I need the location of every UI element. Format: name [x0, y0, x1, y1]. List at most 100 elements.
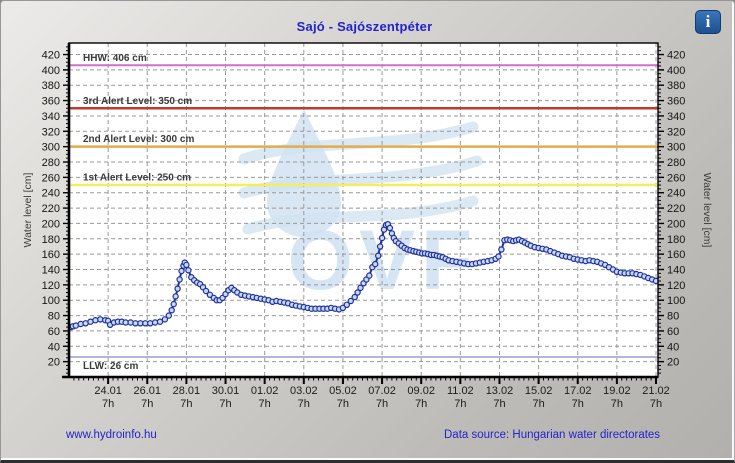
- reference-line-label: 3rd Alert Level: 350 cm: [83, 96, 192, 107]
- wave-icon: [238, 155, 483, 199]
- series-point: [172, 293, 179, 300]
- x-tick-sublabel: 7h: [572, 398, 584, 410]
- x-tick-sublabel: 7h: [141, 398, 153, 410]
- series-point: [185, 267, 192, 274]
- x-tick-label: 26.01: [134, 385, 162, 397]
- series-point: [386, 224, 394, 232]
- series-point: [176, 276, 183, 283]
- series-point: [498, 246, 505, 253]
- x-tick-sublabel: 7h: [298, 398, 310, 410]
- y-tick-label-right: 160: [667, 249, 685, 261]
- x-tick-sublabel: 7h: [219, 398, 231, 410]
- y-tick-label-left: 420: [42, 50, 60, 62]
- y-tick-label-left: 320: [42, 126, 60, 138]
- reference-line-label: 2nd Alert Level: 300 cm: [83, 134, 194, 145]
- y-tick-label-right: 420: [667, 50, 685, 62]
- x-tick-label: 30.01: [212, 385, 240, 397]
- x-tick-sublabel: 7h: [259, 398, 271, 410]
- x-tick-label: 28.01: [173, 385, 201, 397]
- y-tick-label-right: 400: [667, 65, 685, 77]
- reference-line-label: HHW: 406 cm: [83, 53, 147, 64]
- x-tick-label: 21.02: [642, 385, 670, 397]
- series-point: [168, 307, 175, 314]
- y-tick-label-right: 60: [667, 326, 679, 338]
- y-tick-label-left: 100: [42, 295, 60, 307]
- x-tick-label: 17.02: [564, 385, 592, 397]
- x-tick-sublabel: 7h: [376, 398, 388, 410]
- y-tick-label-left: 60: [48, 326, 60, 338]
- y-tick-label-right: 100: [667, 295, 685, 307]
- y-tick-label-right: 20: [667, 357, 679, 369]
- y-tick-label-left: 140: [42, 265, 60, 277]
- series-point: [347, 297, 354, 305]
- hydroinfo-link[interactable]: www.hydroinfo.hu: [66, 429, 157, 441]
- y-tick-label-left: 360: [42, 96, 60, 108]
- y-tick-label-right: 120: [667, 280, 685, 292]
- chart-title: Sajó - Sajószentpéter: [296, 19, 433, 34]
- y-tick-label-left: 160: [42, 249, 60, 261]
- series-point: [376, 243, 384, 250]
- x-tick-sublabel: 7h: [102, 398, 114, 410]
- series-point: [495, 253, 502, 260]
- y-tick-label-left: 400: [42, 65, 60, 77]
- y-tick-label-right: 240: [667, 188, 685, 200]
- series-point: [174, 285, 181, 292]
- series-point: [183, 261, 190, 269]
- series-point: [156, 318, 164, 325]
- series-point: [372, 260, 379, 268]
- x-tick-sublabel: 7h: [415, 398, 427, 410]
- y-tick-label-left: 220: [42, 203, 60, 215]
- y-tick-label-left: 20: [48, 357, 60, 369]
- y-tick-label-right: 220: [667, 203, 685, 215]
- wave-icon: [238, 121, 479, 165]
- x-tick-label: 19.02: [603, 385, 631, 397]
- series-point: [366, 272, 373, 279]
- axis-ticks: [63, 46, 664, 384]
- y-tick-label-left: 240: [42, 188, 60, 200]
- y-tick-label-left: 40: [48, 341, 60, 353]
- series-point: [357, 284, 364, 292]
- y-tick-label-right: 340: [667, 111, 685, 123]
- y-tick-label-left: 280: [42, 157, 60, 169]
- x-tick-label: 05.02: [329, 385, 357, 397]
- y-tick-label-right: 280: [667, 157, 685, 169]
- series-point: [178, 267, 185, 275]
- x-tick-label: 03.02: [290, 385, 318, 397]
- x-tick-label: 15.02: [525, 385, 553, 397]
- y-tick-label-left: 200: [42, 218, 60, 230]
- y-tick-label-right: 360: [667, 96, 685, 108]
- y-tick-label-left: 340: [42, 111, 60, 123]
- y-tick-label-right: 260: [667, 172, 685, 184]
- plot-background: [69, 43, 658, 377]
- x-tick-label: 24.01: [94, 385, 122, 397]
- y-tick-label-right: 140: [667, 265, 685, 277]
- x-tick-label: 13.02: [486, 385, 514, 397]
- y-tick-label-left: 120: [42, 280, 60, 292]
- plot-area: [69, 43, 658, 377]
- y-tick-label-right: 180: [667, 234, 685, 246]
- axis-tick-labels: 20 20 40 40 60 60 80 80 100 100 120 120 140 140 160 160…: [42, 50, 686, 410]
- data-series: [69, 220, 658, 331]
- data-source-text: Data source: Hungarian water directorate…: [444, 429, 661, 441]
- y-tick-label-left: 180: [42, 234, 60, 246]
- info-icon[interactable]: i: [695, 10, 721, 34]
- series-point: [343, 301, 350, 308]
- x-tick-sublabel: 7h: [180, 398, 192, 410]
- reference-line-label: LLW: 26 cm: [83, 361, 138, 372]
- x-tick-sublabel: 7h: [493, 398, 505, 410]
- series-point: [375, 252, 382, 259]
- y-tick-label-left: 80: [48, 311, 60, 323]
- y-tick-label-right: 80: [667, 311, 679, 323]
- series-point: [351, 293, 358, 301]
- x-tick-sublabel: 7h: [532, 398, 544, 410]
- x-tick-sublabel: 7h: [611, 398, 623, 410]
- series-point: [161, 316, 169, 323]
- series-point: [378, 234, 386, 242]
- y-tick-label-left: 260: [42, 172, 60, 184]
- x-tick-label: 01.02: [251, 385, 279, 397]
- y-tick-label-right: 380: [667, 80, 685, 92]
- y-tick-label-right: 320: [667, 126, 685, 138]
- y-axis-title-left: Water level [cm]: [22, 172, 34, 247]
- x-tick-label: 07.02: [368, 385, 396, 397]
- y-tick-label-left: 300: [42, 142, 60, 154]
